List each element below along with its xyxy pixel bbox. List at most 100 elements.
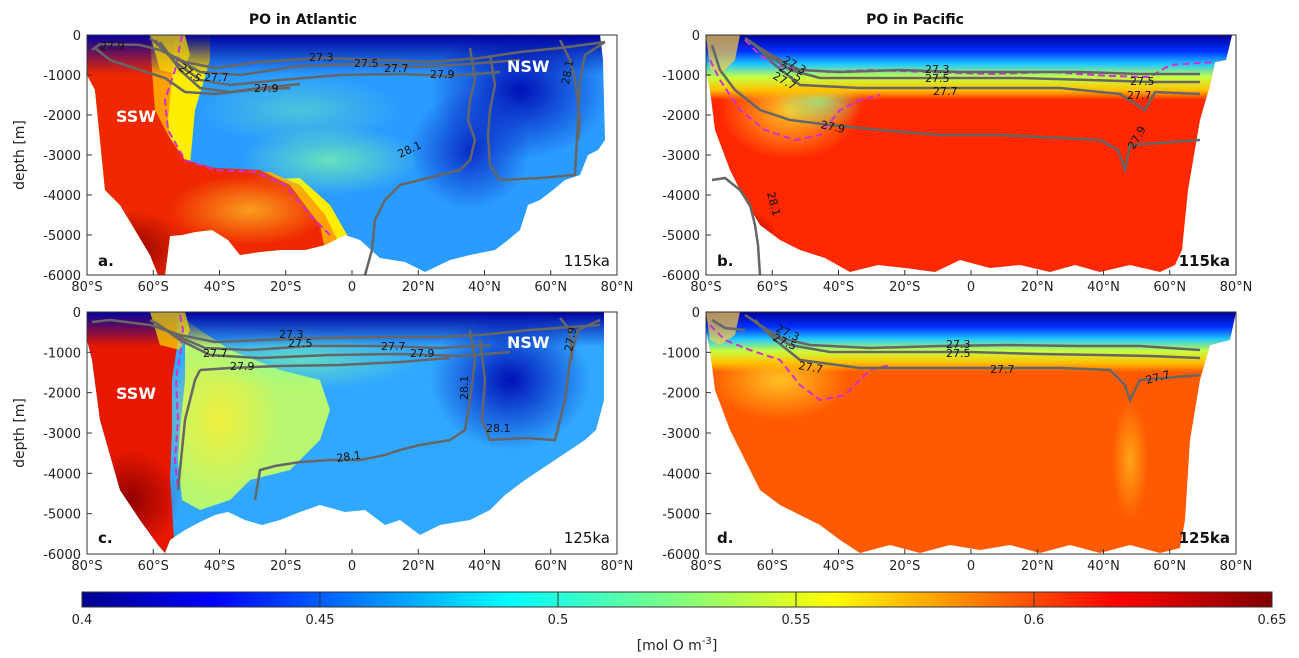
contour-label: 27.3 <box>946 338 971 351</box>
y-tick-label: -5000 <box>662 229 700 244</box>
age-label-a: 115ka <box>564 252 610 270</box>
x-tick-label: 40°S <box>823 559 854 574</box>
colorbar-tick-label: 0.65 <box>1258 613 1287 628</box>
age-label-b: 115ka <box>1179 252 1230 270</box>
x-tick-label: 40°N <box>468 280 501 295</box>
contour-label: 27.9 <box>410 347 435 360</box>
age-label-d: 125ka <box>1179 529 1230 547</box>
panel-a <box>87 34 606 276</box>
x-tick-label: 80°S <box>690 280 721 295</box>
age-label-c: 125ka <box>564 529 610 547</box>
colorbar-label: [mol O m-3] <box>637 636 718 654</box>
x-tick-label: 60°S <box>757 559 788 574</box>
y-tick-label: -4000 <box>662 189 700 204</box>
y-axis-label-c: depth [m] <box>12 398 28 468</box>
contour-label: 27.9 <box>430 68 455 81</box>
y-tick-label: -4000 <box>43 189 81 204</box>
y-tick-label: -6000 <box>43 269 81 284</box>
isopycnals <box>710 36 1201 276</box>
x-tick-label: 20°S <box>889 280 920 295</box>
contour-label: 27.5 <box>354 57 379 70</box>
contour-label: 27.7 <box>384 62 409 75</box>
y-tick-label: -3000 <box>662 427 700 442</box>
y-tick-label: 0 <box>73 29 81 44</box>
contour-labels-c: 27.3 27.5 27.7 27.7 27.9 27.9 28.1 28.1 … <box>203 326 579 465</box>
x-tick-label: 60°S <box>138 280 169 295</box>
y-tick-label: -6000 <box>662 548 700 563</box>
x-tick-label: 80°S <box>71 280 102 295</box>
x-tick-label: 40°S <box>823 280 854 295</box>
isopycnals <box>91 317 601 501</box>
y-tick-label: -4000 <box>43 467 81 482</box>
colorbar-ticks: 0.4 0.45 0.5 0.55 0.6 0.65 <box>72 592 1287 628</box>
contour-label: 28.1 <box>764 190 783 217</box>
y-tick-label: -3000 <box>662 149 700 164</box>
boundary-line <box>709 324 891 402</box>
colorbar: 0.4 0.45 0.5 0.55 0.6 0.65 [mol O m-3] <box>72 591 1287 654</box>
colorbar-tick-label: 0.45 <box>306 613 335 628</box>
x-tick-label: 80°S <box>71 559 102 574</box>
y-tick-label: -5000 <box>43 229 81 244</box>
isopycnals <box>91 37 606 276</box>
y-tick-label: -3000 <box>43 149 81 164</box>
contour-label: 27.7 <box>381 340 406 353</box>
y-tick-label: -2000 <box>662 109 700 124</box>
panel-b-title: PO in Pacific <box>866 12 964 28</box>
x-tick-label: 60°S <box>757 280 788 295</box>
contour-label: 27.7 <box>933 85 958 98</box>
contour-label: 28.1 <box>336 449 362 465</box>
water-mass-nsw-a: NSW <box>507 57 550 76</box>
isopycnals <box>711 313 1201 404</box>
contour-label: 27.9 <box>819 118 846 136</box>
y-tick-label: -1000 <box>43 346 81 361</box>
x-tick-label: 60°N <box>1153 280 1186 295</box>
panel-label-d: d. <box>717 529 733 547</box>
colorbar-gradient <box>81 591 1273 608</box>
x-tick-label: 80°N <box>601 280 634 295</box>
x-tick-label: 80°N <box>1220 559 1253 574</box>
contour-label: 27.7 <box>1144 368 1171 387</box>
contour-labels-d: 27.3 27.5 27.7 27.3 27.5 27.7 27.7 <box>771 322 1172 387</box>
contour-label: 27.7 <box>1127 89 1152 102</box>
contour-label: 27.9 <box>100 40 125 53</box>
x-tick-label: 20°S <box>889 559 920 574</box>
water-mass-ssw-c: SSW <box>116 384 156 403</box>
y-tick-label: -1000 <box>662 346 700 361</box>
x-tick-label: 40°S <box>204 280 235 295</box>
colorbar-tick-label: 0.4 <box>72 613 93 628</box>
x-tick-label: 80°N <box>601 559 634 574</box>
x-tick-label: 60°N <box>534 559 567 574</box>
x-tick-label: 0 <box>967 559 975 574</box>
panel-label-a: a. <box>98 252 114 270</box>
contour-label: 27.7 <box>990 363 1015 376</box>
contour-label: 27.3 <box>309 51 334 64</box>
contour-label: 27.3 <box>279 328 304 341</box>
contour-label: 27.9 <box>562 326 579 352</box>
y-tick-label: -1000 <box>662 69 700 84</box>
y-tick-label: -6000 <box>662 269 700 284</box>
x-tick-label: 60°N <box>1153 559 1186 574</box>
y-tick-label: -3000 <box>43 427 81 442</box>
contour-label: 27.3 <box>925 63 950 76</box>
x-tick-label: 0 <box>348 559 356 574</box>
contour-label: 28.1 <box>559 59 576 85</box>
contour-label: 27.5 <box>288 337 313 350</box>
x-tick-label: 0 <box>348 280 356 295</box>
x-tick-label: 40°N <box>1087 559 1120 574</box>
x-tick-label: 60°S <box>138 559 169 574</box>
contour-label: 27.5 <box>1130 75 1155 88</box>
colorbar-tick-label: 0.6 <box>1024 613 1045 628</box>
y-tick-label: -6000 <box>43 548 81 563</box>
contour-label: 27.5 <box>925 72 950 85</box>
contour-label: 28.1 <box>486 422 511 435</box>
axis-ticks: 80°S 60°S 40°S 20°S 0 20°N 40°N 60°N 80°N 0 -1000 -… <box>43 29 1252 574</box>
water-mass-nsw-c: NSW <box>507 333 550 352</box>
x-tick-label: 20°S <box>270 280 301 295</box>
x-tick-label: 20°N <box>402 559 435 574</box>
contour-label: 27.7 <box>797 359 823 376</box>
contour-label: 27.5 <box>946 347 971 360</box>
boundary-line <box>163 34 331 236</box>
x-tick-label: 40°N <box>468 559 501 574</box>
contour-label: 27.7 <box>203 347 228 360</box>
y-tick-label: 0 <box>73 306 81 321</box>
